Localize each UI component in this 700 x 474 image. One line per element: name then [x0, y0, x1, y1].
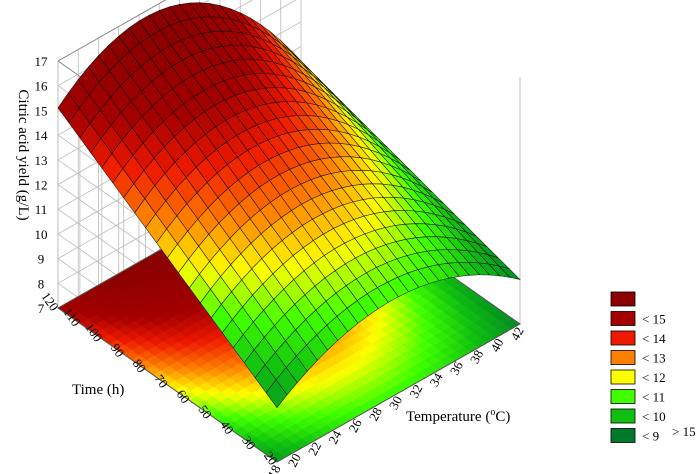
z-tick-label: 10	[35, 227, 48, 242]
z-tick-label: 17	[35, 54, 49, 69]
legend-swatch	[610, 350, 636, 365]
temperature-tick-label: 28	[366, 405, 385, 424]
time-axis-title: Time (h)	[72, 382, 124, 398]
legend-swatch	[610, 389, 636, 404]
legend-swatch	[610, 408, 636, 424]
temperature-tick-label: 42	[507, 324, 526, 343]
legend-label: < 10	[642, 409, 666, 424]
legend-label: < 9	[642, 429, 659, 444]
temperature-axis-title: Temperature (oC)	[406, 407, 510, 425]
legend-extra-label: > 15	[672, 424, 696, 439]
z-axis-title: Citric acid yield (g/L)	[15, 89, 31, 220]
z-tick-label: 16	[35, 79, 49, 94]
legend-swatch	[610, 369, 636, 385]
legend-swatch	[610, 291, 636, 307]
z-tick-label: 13	[35, 153, 48, 168]
legend-swatch	[610, 428, 636, 443]
temperature-tick-label: 22	[305, 439, 324, 458]
temperature-tick-label: 38	[467, 347, 486, 366]
legend: < 15 < 14 < 13 < 12 < 11 < 10 < 9 > 15	[610, 291, 696, 444]
z-tick-label: 9	[38, 252, 45, 267]
legend-label: < 13	[642, 351, 666, 366]
response-surface	[57, 2, 521, 409]
z-tick-label: 14	[35, 128, 49, 143]
temperature-tick-label: 32	[406, 382, 425, 401]
legend-label: < 15	[642, 312, 666, 327]
legend-swatch	[610, 311, 636, 326]
legend-label: < 14	[642, 331, 666, 346]
temperature-tick-label: 30	[386, 393, 405, 412]
z-tick-label: 12	[35, 178, 48, 193]
legend-label: < 11	[642, 390, 665, 405]
z-tick-label: 11	[35, 202, 48, 217]
z-tick-label: 8	[38, 276, 45, 291]
legend-swatch	[610, 330, 636, 346]
temperature-tick-label: 40	[487, 336, 506, 355]
legend-label: < 12	[642, 370, 666, 385]
z-tick-label: 7	[38, 301, 45, 316]
surface-cell	[498, 265, 521, 280]
temperature-tick-label: 18	[264, 462, 283, 474]
z-tick-label: 15	[35, 103, 48, 118]
temperature-tick-label: 20	[285, 451, 304, 470]
